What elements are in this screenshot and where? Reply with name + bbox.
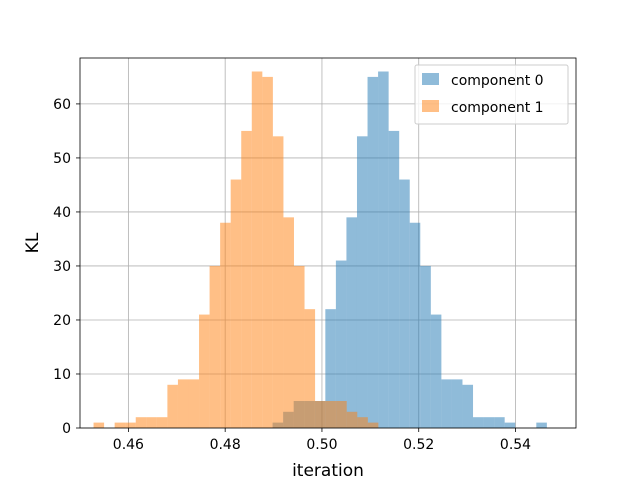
x-tick-label-0: 0.46	[113, 437, 144, 453]
x-tick-label-1: 0.48	[210, 437, 241, 453]
bar-component-1-bin-4	[135, 417, 147, 428]
y-tick-label-2: 20	[53, 313, 71, 329]
y-tick-label-0: 0	[62, 421, 71, 437]
bar-component-1-bin-9	[188, 379, 200, 428]
y-tick-label-4: 40	[53, 205, 71, 221]
bar-component-1-bin-24	[346, 411, 358, 428]
legend-label-component-0: component 0	[451, 73, 544, 89]
bar-component-0-bin-9	[367, 76, 379, 429]
legend-box	[414, 64, 569, 125]
x-tick-label-3: 0.52	[403, 437, 434, 453]
x-tick-label-2: 0.50	[306, 437, 337, 453]
bar-component-0-bin-8	[356, 136, 368, 428]
bar-component-1-bin-12	[220, 222, 231, 428]
bar-component-0-bin-25	[536, 422, 547, 428]
bar-component-1-bin-16	[262, 76, 273, 429]
y-tick-label-5: 50	[53, 151, 71, 167]
bar-component-1-bin-0	[93, 422, 105, 428]
bar-component-1-bin-6	[156, 417, 168, 428]
legend-label-component-1: component 1	[451, 100, 544, 116]
bar-component-0-bin-18	[462, 384, 474, 428]
bar-component-1-bin-19	[293, 265, 305, 428]
bar-component-1-bin-18	[283, 217, 294, 428]
y-tick-label-3: 30	[53, 259, 71, 275]
bar-component-0-bin-21	[494, 417, 505, 428]
bar-component-1-bin-26	[367, 422, 379, 428]
legend-swatch-component-0	[422, 73, 439, 85]
y-axis-label: KL	[23, 232, 43, 253]
bar-component-1-bin-8	[177, 379, 189, 428]
bar-component-1-bin-2	[114, 422, 126, 428]
bar-component-0-bin-10	[378, 71, 389, 428]
x-axis-label: iteration	[292, 461, 364, 480]
bar-component-1-bin-3	[125, 422, 136, 428]
bar-component-0-bin-22	[504, 422, 516, 428]
bar-component-1-bin-23	[336, 400, 347, 428]
bar-component-1-bin-11	[209, 265, 221, 428]
y-tick-label-1: 10	[53, 367, 71, 383]
plot-frame	[79, 57, 577, 429]
legend: component 0 component 1	[414, 64, 569, 125]
bar-component-1-bin-14	[241, 130, 252, 428]
bar-component-0-bin-7	[346, 217, 357, 428]
bar-component-1-bin-13	[230, 179, 242, 428]
bar-component-0-bin-6	[335, 260, 347, 428]
bar-component-1-bin-7	[167, 384, 178, 428]
bar-component-0-bin-16	[441, 379, 452, 428]
bar-component-0-bin-11	[388, 130, 400, 428]
bar-component-1-bin-20	[304, 309, 316, 428]
bar-component-0-bin-13	[409, 222, 421, 428]
bar-component-0-bin-17	[451, 379, 463, 428]
legend-swatch-component-1	[422, 100, 439, 112]
bar-component-0-bin-19	[473, 417, 484, 428]
bar-component-1-bin-5	[146, 417, 157, 428]
bar-component-1-bin-25	[357, 417, 368, 428]
histogram-bars	[93, 71, 547, 429]
bar-component-1-bin-10	[199, 314, 210, 428]
x-tick-label-4: 0.54	[500, 437, 531, 453]
bar-component-0-bin-15	[430, 314, 442, 428]
bar-component-0-bin-14	[420, 265, 431, 428]
y-tick-label-6: 60	[53, 97, 71, 113]
bar-component-0-bin-5	[325, 309, 336, 428]
bar-component-1-bin-17	[272, 136, 284, 428]
bar-component-0-bin-20	[483, 417, 495, 428]
bar-component-1-bin-15	[251, 71, 263, 428]
bar-component-1-bin-21	[315, 400, 326, 428]
axis-ticks: 0.46 0.48 0.50 0.52 0.54 0 10 20 30 40 50 60	[53, 97, 531, 453]
bar-component-1-bin-22	[325, 400, 337, 428]
bar-component-0-bin-12	[399, 179, 410, 428]
